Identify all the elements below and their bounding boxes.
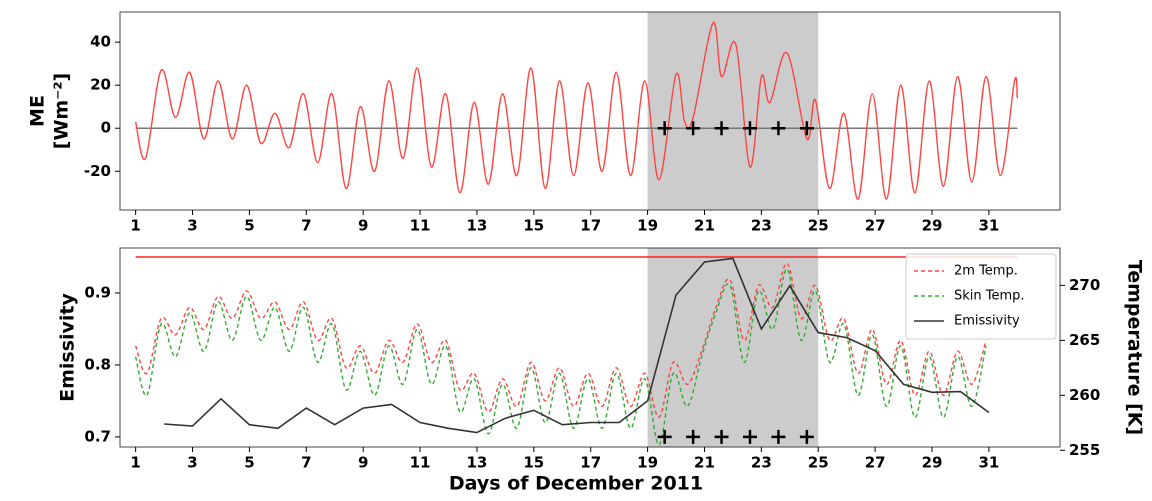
plus-marker (742, 429, 757, 444)
y-tick-label: 20 (90, 76, 111, 94)
x-tick-label: 5 (244, 454, 254, 472)
x-tick-label: 21 (694, 454, 715, 472)
plus-marker (799, 121, 814, 136)
x-tick-label: 23 (751, 454, 772, 472)
x-tick-label: 29 (922, 454, 943, 472)
x-tick-label: 27 (865, 454, 886, 472)
y-axis-label: Emissivity (57, 292, 79, 401)
plot-frame (119, 11, 1061, 211)
plus-marker (686, 429, 701, 444)
x-tick-label: 27 (865, 217, 886, 235)
plus-marker (799, 429, 814, 444)
y-tick-label: 40 (90, 33, 111, 51)
y2-tick-label: 270 (1069, 276, 1100, 294)
shaded-period (647, 12, 819, 210)
y2-tick-label: 255 (1069, 441, 1100, 459)
x-tick-label: 5 (244, 217, 254, 235)
plot-frame (119, 247, 1061, 448)
series-line (134, 22, 1018, 200)
x-tick-label: 13 (467, 217, 488, 235)
plus-marker (714, 121, 729, 136)
x-tick-label: 19 (637, 454, 658, 472)
x-tick-label: 15 (523, 217, 544, 235)
legend-box (905, 253, 1057, 340)
x-tick-label: 29 (922, 217, 943, 235)
x-tick-label: 11 (410, 217, 431, 235)
y-tick-label: 0.7 (84, 427, 111, 445)
x-tick-label: 1 (130, 217, 140, 235)
x-tick-label: 21 (694, 217, 715, 235)
plus-marker (714, 429, 729, 444)
legend-label: 2m Temp. (954, 264, 1018, 279)
x-tick-label: 31 (978, 217, 999, 235)
plus-marker (657, 121, 672, 136)
x-tick-label: 3 (187, 217, 197, 235)
y-tick-label: -20 (84, 162, 111, 180)
legend-label: Emissivity (954, 314, 1020, 329)
y2-tick-label: 260 (1069, 386, 1100, 404)
y-tick-label: 0.9 (84, 283, 111, 301)
legend-label: Skin Temp. (954, 289, 1025, 304)
plot-area (134, 12, 1018, 210)
plus-marker (771, 429, 786, 444)
x-tick-label: 3 (187, 454, 197, 472)
series-line (164, 257, 990, 434)
x-tick-label: 9 (358, 217, 368, 235)
x-tick-label: 7 (301, 454, 311, 472)
x-tick-label: 25 (808, 217, 829, 235)
x-tick-label: 1 (130, 454, 140, 472)
x-tick-label: 11 (410, 454, 431, 472)
x-tick-label: 7 (301, 217, 311, 235)
x-tick-label: 17 (580, 454, 601, 472)
plus-marker (771, 121, 786, 136)
x-tick-label: 15 (523, 454, 544, 472)
plus-marker (657, 429, 672, 444)
y-tick-label: 0.8 (84, 355, 111, 373)
plus-marker (686, 121, 701, 136)
y-axis-label: [Wm⁻²] (51, 73, 73, 149)
y2-tick-label: 265 (1069, 331, 1100, 349)
x-axis-label: Days of December 2011 (449, 473, 703, 495)
shaded-period (647, 248, 819, 447)
y2-axis-label: Temperature [K] (1124, 260, 1146, 435)
y-axis-label: ME (27, 95, 49, 127)
series-line (134, 268, 987, 446)
x-tick-label: 13 (467, 454, 488, 472)
x-tick-label: 17 (580, 217, 601, 235)
x-tick-label: 19 (637, 217, 658, 235)
plus-marker (742, 121, 757, 136)
x-tick-label: 9 (358, 454, 368, 472)
x-tick-label: 31 (978, 454, 999, 472)
x-tick-label: 23 (751, 217, 772, 235)
plot-area (134, 248, 1018, 447)
x-tick-label: 25 (808, 454, 829, 472)
series-line (134, 262, 987, 419)
y-tick-label: 0 (101, 119, 111, 137)
